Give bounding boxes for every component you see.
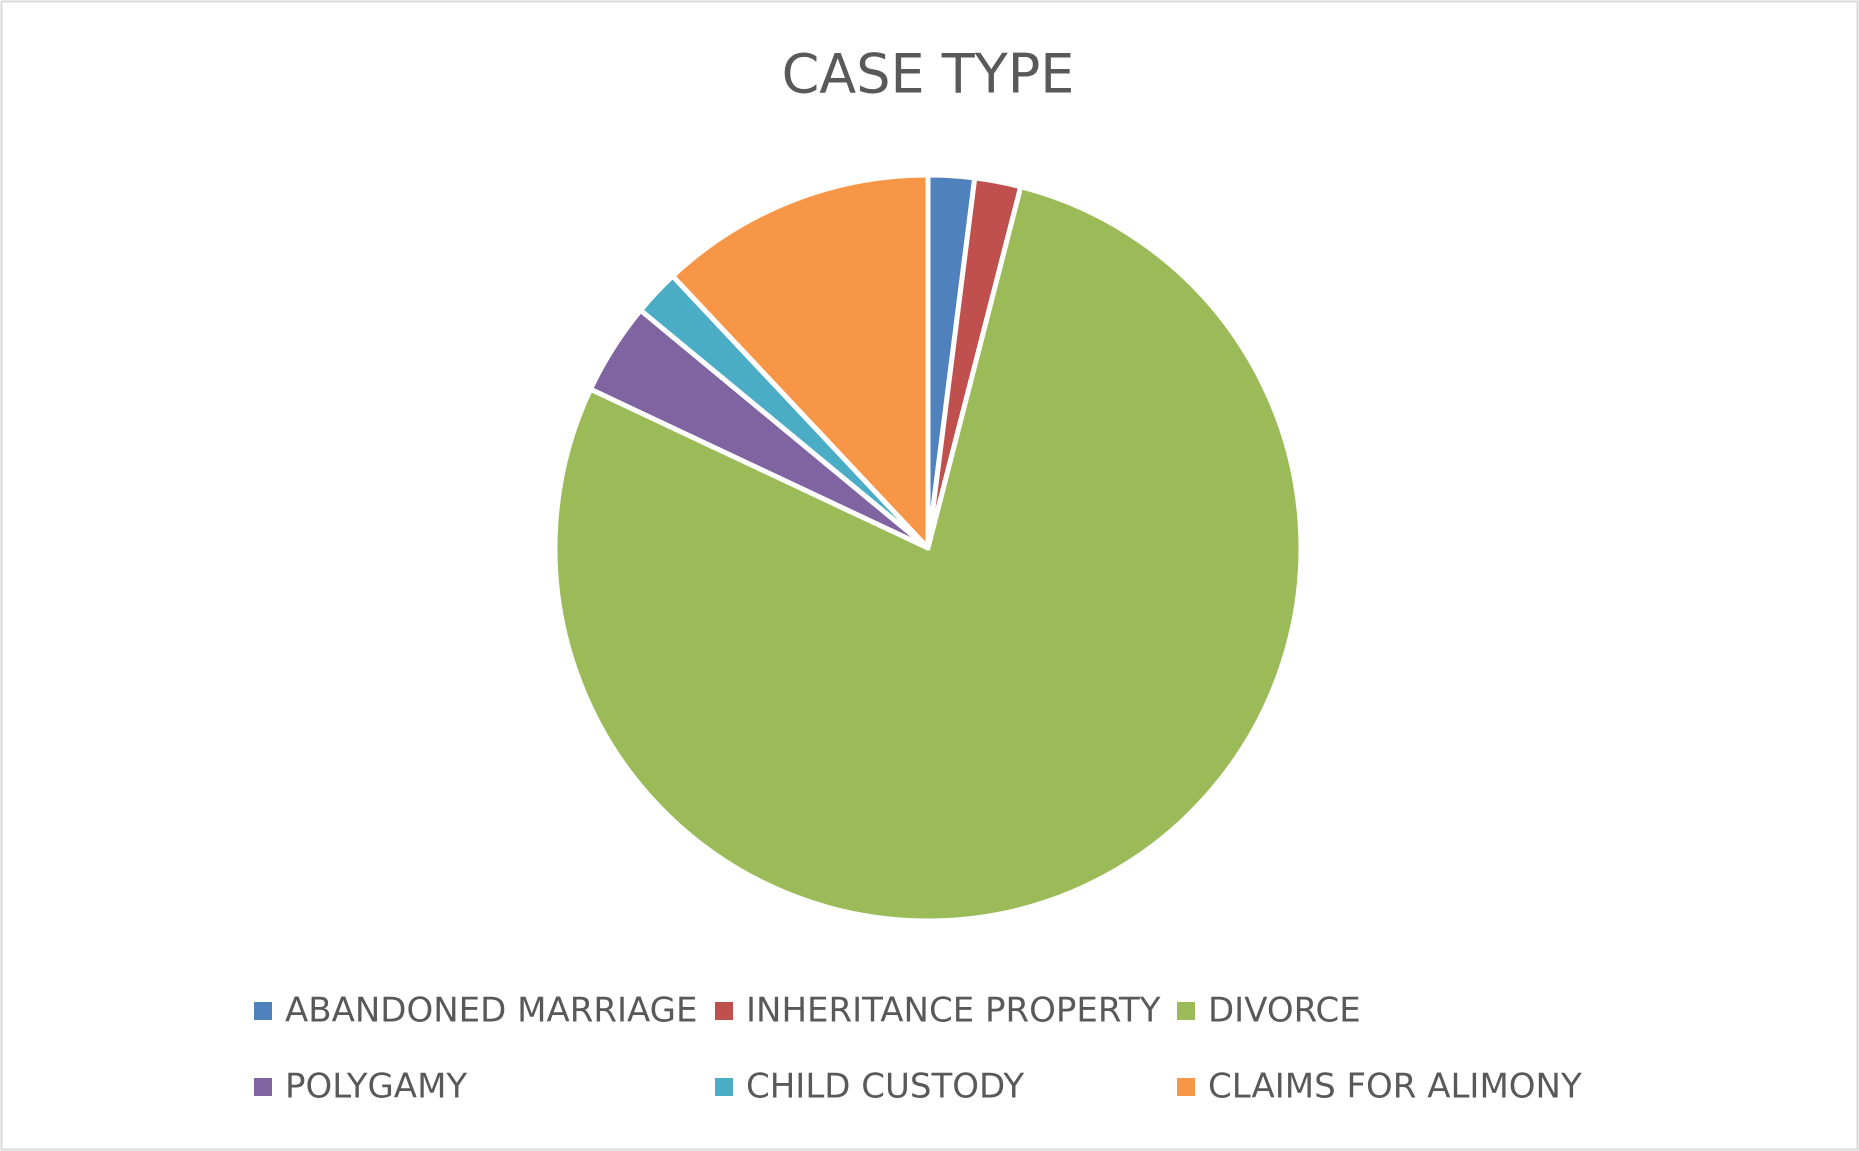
legend-label: CHILD CUSTODY xyxy=(746,1067,1024,1107)
legend-label: CLAIMS FOR ALIMONY xyxy=(1208,1067,1582,1107)
pie-slice xyxy=(552,184,1304,924)
chart-title: CASE TYPE xyxy=(782,43,1075,106)
legend-label: INHERITANCE PROPERTY xyxy=(746,991,1161,1031)
legend-swatch xyxy=(1177,1002,1195,1020)
legend-swatch xyxy=(715,1078,733,1096)
legend-label: ABANDONED MARRIAGE xyxy=(285,991,697,1031)
legend-label: DIVORCE xyxy=(1208,991,1361,1031)
legend-swatch xyxy=(1177,1078,1195,1096)
legend-swatch xyxy=(254,1002,272,1020)
legend-swatch xyxy=(715,1002,733,1020)
legend-swatch xyxy=(254,1078,272,1096)
pie-slice xyxy=(670,172,931,551)
legend-label: POLYGAMY xyxy=(285,1067,467,1107)
